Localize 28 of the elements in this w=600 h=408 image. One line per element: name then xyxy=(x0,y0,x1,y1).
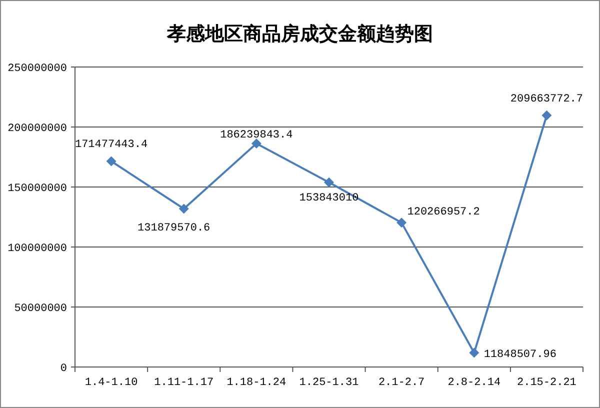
data-label: 11848507.96 xyxy=(484,348,556,361)
y-tick-label: 50000000 xyxy=(14,303,67,315)
chart-title: 孝感地区商品房成交金额趋势图 xyxy=(166,23,433,45)
point xyxy=(251,138,262,149)
point xyxy=(396,218,407,228)
data-label: 171477443.4 xyxy=(74,139,148,152)
x-tick-label: 2.8-2.14 xyxy=(448,377,501,389)
x-tick-label: 1.4-1.10 xyxy=(84,377,138,389)
x-tick-label: 2.15-2.21 xyxy=(517,377,577,389)
x-tick-label: 1.18-1.24 xyxy=(226,377,287,389)
y-tick-label: 200000000 xyxy=(8,123,67,135)
point xyxy=(106,156,116,166)
data-label: 153843010 xyxy=(299,192,359,204)
y-tick-label: 250000000 xyxy=(8,63,67,75)
point xyxy=(178,204,189,214)
data-label: 131879570.6 xyxy=(138,222,210,235)
point xyxy=(542,110,552,120)
x-tick-label: 1.25-1.31 xyxy=(299,377,360,389)
point xyxy=(324,177,334,188)
data-label: 186239843.4 xyxy=(220,130,294,142)
x-tick-label: 1.11-1.17 xyxy=(154,377,214,389)
x-tick-label: 2.1-2.7 xyxy=(378,377,425,389)
point xyxy=(469,348,480,358)
y-tick-label: 100000000 xyxy=(8,243,67,255)
data-label: 120266957.2 xyxy=(407,206,480,219)
data-label: 209663772.7 xyxy=(510,93,584,106)
y-tick-label: 150000000 xyxy=(8,183,67,195)
y-tick-label: 0 xyxy=(60,363,67,375)
